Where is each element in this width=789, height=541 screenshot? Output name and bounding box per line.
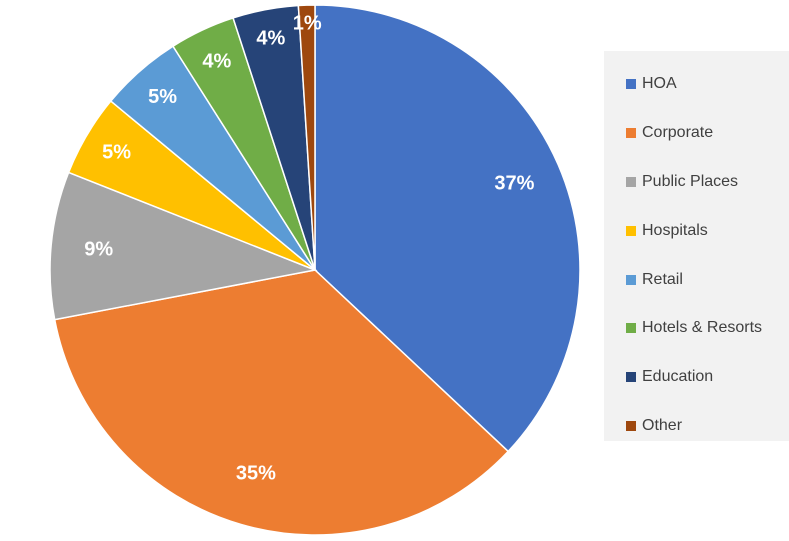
data-label-hoa: 37% bbox=[494, 173, 534, 195]
legend-swatch bbox=[626, 274, 636, 285]
pie-slice-public-places bbox=[49, 171, 318, 321]
legend-item-public-places: Public Places bbox=[604, 158, 789, 207]
pie-data-labels: 37% 35% 9% 5% 5% 4% 4% 1% bbox=[84, 13, 534, 485]
legend-swatch bbox=[626, 420, 636, 431]
legend-label: HOA bbox=[642, 75, 677, 93]
legend-item-hoa: HOA bbox=[604, 60, 789, 109]
legend-label: Retail bbox=[642, 270, 683, 288]
legend-item-other: Other bbox=[604, 402, 789, 451]
legend-label: Hospitals bbox=[642, 221, 708, 239]
pie-slices bbox=[49, 4, 581, 536]
legend-label: Education bbox=[642, 368, 714, 386]
pie-slice-other bbox=[297, 4, 316, 271]
legend-item-hotels-and-resorts: Hotels & Resorts bbox=[604, 304, 789, 353]
legend-label: Hotels & Resorts bbox=[642, 319, 763, 337]
legend-label: Other bbox=[642, 416, 683, 434]
legend-label: Corporate bbox=[642, 124, 714, 142]
legend-item-corporate: Corporate bbox=[604, 109, 789, 158]
data-label-corporate: 35% bbox=[236, 463, 276, 485]
legend-swatch bbox=[626, 79, 636, 90]
data-label-public-places: 9% bbox=[84, 239, 113, 261]
legend-swatch bbox=[626, 323, 636, 334]
pie-slice-corporate bbox=[53, 269, 510, 536]
legend-swatch bbox=[626, 225, 636, 236]
data-label-hospitals: 5% bbox=[102, 142, 131, 164]
data-label-retail: 5% bbox=[148, 86, 177, 108]
legend-swatch bbox=[626, 128, 636, 139]
legend-swatch bbox=[626, 372, 636, 383]
legend-swatch bbox=[626, 176, 636, 187]
data-label-hotels-and-resorts: 4% bbox=[202, 50, 231, 72]
legend-item-hospitals: Hospitals bbox=[604, 206, 789, 255]
legend-label: Public Places bbox=[642, 172, 739, 190]
data-label-other: 1% bbox=[293, 13, 322, 35]
legend-item-education: Education bbox=[604, 353, 789, 402]
pie-slice-hoa bbox=[314, 4, 581, 453]
legend-item-retail: Retail bbox=[604, 255, 789, 304]
chart-legend: HOA Corporate Public Places Hospitals Retail… bbox=[604, 51, 789, 441]
data-label-education: 4% bbox=[256, 27, 285, 49]
